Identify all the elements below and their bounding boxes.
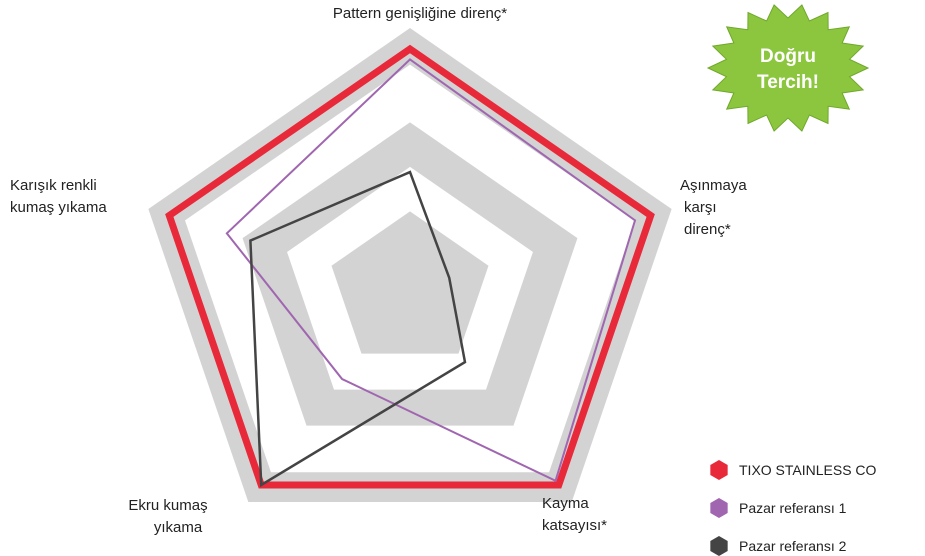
badge-text: Tercih! <box>757 72 819 93</box>
axis-label-line: Karışık renkli <box>10 177 97 194</box>
axis-label: Kayma katsayısı* <box>542 495 607 534</box>
axis-label: Pattern genişliğine direnç* <box>333 5 507 22</box>
axis-label: Aşınmaya karşı direnç* <box>680 177 747 238</box>
axis-label-line: kumaş yıkama <box>10 199 107 216</box>
legend-marker <box>710 536 728 556</box>
axis-label-line: yıkama <box>154 519 203 536</box>
legend-marker <box>710 460 728 480</box>
axis-label-line: direnç* <box>684 221 731 238</box>
legend-label: TIXO STAINLESS CO <box>739 462 877 478</box>
axis-label: Karışık renkli kumaş yıkama <box>10 177 107 216</box>
series-line <box>225 58 637 483</box>
badge <box>706 4 870 132</box>
band <box>331 211 489 354</box>
axis-label-line: karşı <box>684 199 717 216</box>
axis-label-line: katsayısı* <box>542 517 607 534</box>
legend-label: Pazar referansı 2 <box>739 538 847 554</box>
axis-label-line: Pattern genişliğine direnç* <box>333 5 507 22</box>
axis-label-line: Ekru kumaş <box>128 497 207 514</box>
axis-label: Ekru kumaş yıkama <box>128 497 207 536</box>
legend-marker <box>710 498 728 518</box>
series-line <box>249 170 467 488</box>
series-line <box>165 44 655 489</box>
axis-label-line: Kayma <box>542 495 589 512</box>
axis-label-line: Aşınmaya <box>680 177 747 194</box>
legend-label: Pazar referansı 1 <box>739 500 847 516</box>
badge-text: Doğru <box>760 46 816 67</box>
